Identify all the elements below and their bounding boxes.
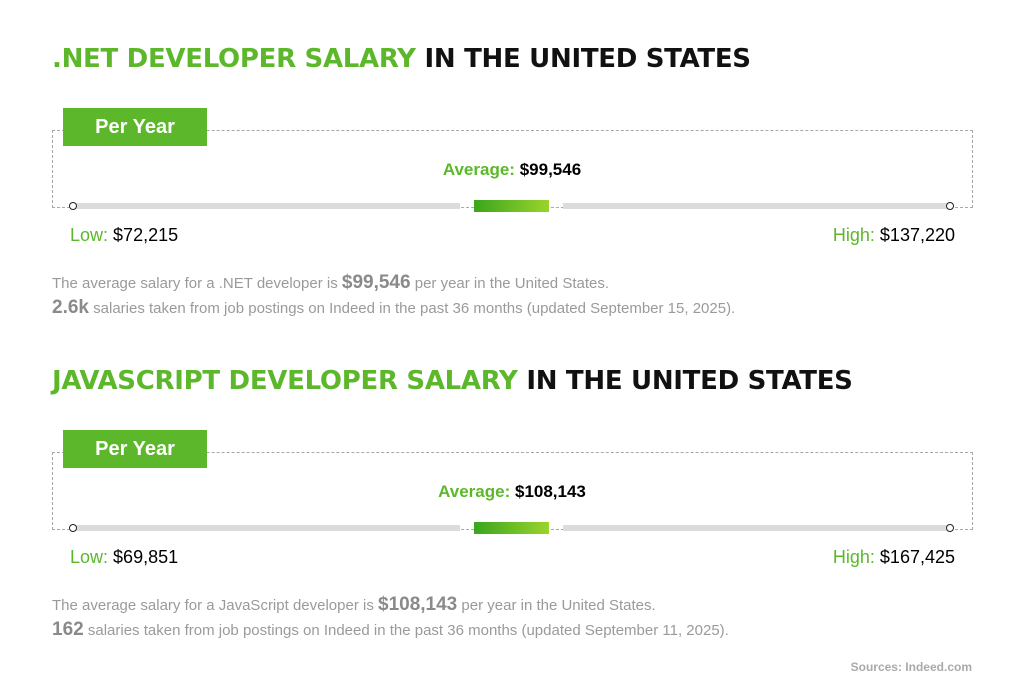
summary-text: per year in the United States. xyxy=(414,275,610,292)
period-tag: Per Year xyxy=(63,430,207,468)
summary-amount: $99,546 xyxy=(341,272,411,293)
high-label: High: xyxy=(832,225,875,245)
low-value: $72,215 xyxy=(113,225,179,245)
average-label: Average: xyxy=(442,160,515,179)
range-bar-left xyxy=(73,203,460,209)
title-rest: IN THE UNITED STATES xyxy=(424,44,751,74)
range-end xyxy=(69,202,77,210)
section-title: JAVASCRIPT DEVELOPER SALARY IN THE UNITE… xyxy=(52,366,853,396)
range-bar-right xyxy=(563,525,950,531)
period-tag: Per Year xyxy=(63,108,207,146)
low-label: Low: xyxy=(70,225,109,245)
range-end xyxy=(946,202,954,210)
section-title: .NET DEVELOPER SALARY IN THE UNITED STAT… xyxy=(52,44,751,74)
count-text: salaries taken from job postings on Inde… xyxy=(87,622,729,639)
low-value: $69,851 xyxy=(113,547,179,567)
count-text: salaries taken from job postings on Inde… xyxy=(93,300,736,317)
low-label: Low: xyxy=(70,547,109,567)
title-highlight: JAVASCRIPT DEVELOPER SALARY xyxy=(52,366,518,396)
summary-amount: $108,143 xyxy=(378,594,458,615)
average-value: $99,546 xyxy=(519,160,582,179)
title-rest: IN THE UNITED STATES xyxy=(526,366,853,396)
average-label: Average: xyxy=(438,482,511,501)
count-line: 2.6k salaries taken from job postings on… xyxy=(52,297,735,319)
range-end xyxy=(946,524,954,532)
range-bar-left xyxy=(73,525,460,531)
high: High: $167,425 xyxy=(833,547,955,568)
low: Low: $69,851 xyxy=(70,547,178,568)
count: 162 xyxy=(52,619,84,640)
count-line: 162 salaries taken from job postings on … xyxy=(52,619,729,641)
high-value: $167,425 xyxy=(879,547,955,567)
high-label: High: xyxy=(832,547,875,567)
low: Low: $72,215 xyxy=(70,225,178,246)
summary-text: The average salary for a JavaScript deve… xyxy=(52,597,374,614)
high: High: $137,220 xyxy=(833,225,955,246)
range-end xyxy=(69,524,77,532)
summary-text: The average salary for a .NET developer … xyxy=(52,275,338,292)
summary-text: per year in the United States. xyxy=(461,597,656,614)
count: 2.6k xyxy=(52,297,89,318)
average: Average: $108,143 xyxy=(0,482,1024,502)
range-bar-right xyxy=(563,203,950,209)
high-value: $137,220 xyxy=(879,225,955,245)
average-marker xyxy=(474,522,549,534)
average-marker xyxy=(474,200,549,212)
average-value: $108,143 xyxy=(514,482,586,501)
summary: The average salary for a .NET developer … xyxy=(52,272,609,294)
average: Average: $99,546 xyxy=(0,160,1024,180)
summary: The average salary for a JavaScript deve… xyxy=(52,594,656,616)
source: Sources: Indeed.com xyxy=(850,660,972,674)
title-highlight: .NET DEVELOPER SALARY xyxy=(52,44,416,74)
